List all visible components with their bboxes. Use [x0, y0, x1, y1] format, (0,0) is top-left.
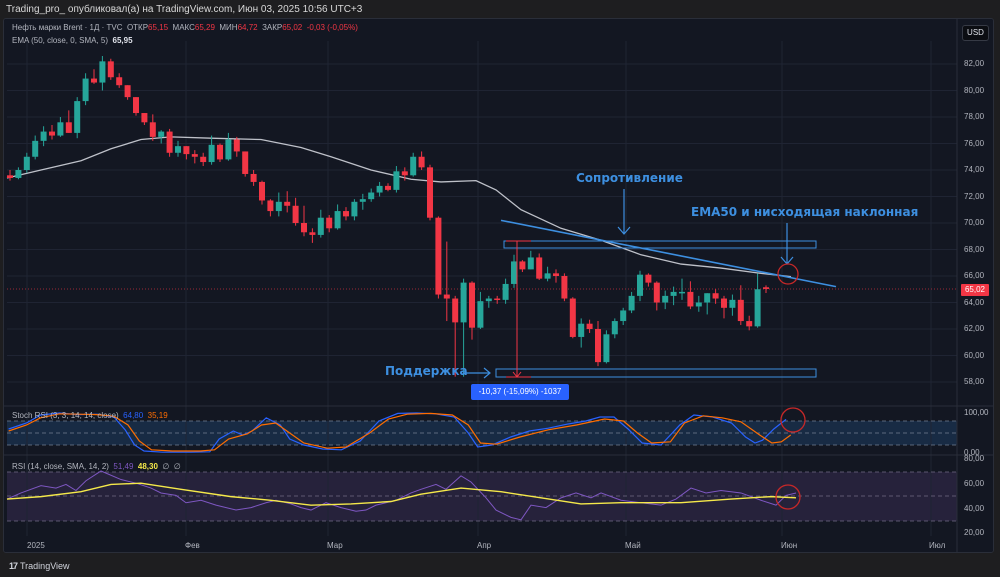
open-value: 65,15	[148, 23, 169, 32]
close-value: 65,02	[282, 23, 303, 32]
high-value: 65,29	[194, 23, 215, 32]
rsi-value: 51,49	[113, 462, 134, 471]
tradingview-footer: 17 TradingView	[9, 561, 70, 571]
price-tick: 68,00	[964, 245, 985, 254]
low-value: 64,72	[237, 23, 258, 32]
time-tick: Мар	[327, 541, 343, 550]
stoch-k-value: 64,80	[123, 411, 144, 420]
price-tick: 66,00	[964, 271, 985, 280]
symbol-name: Нефть марки Brent · 1Д · TVC	[12, 23, 123, 32]
price-tick: 82,00	[964, 59, 985, 68]
symbol-legend: Нефть марки Brent · 1Д · TVC ОТКР65,15 М…	[12, 23, 358, 32]
footer-brand: TradingView	[20, 561, 70, 571]
price-tick: 62,00	[964, 324, 985, 333]
currency-button[interactable]: USD	[962, 25, 989, 41]
time-tick: 2025	[27, 541, 45, 550]
ema-value: 65,95	[112, 36, 133, 45]
tradingview-logo-icon: 17	[9, 561, 18, 571]
time-tick: Июн	[781, 541, 798, 550]
rsi-ma-value: 48,30	[137, 462, 158, 471]
price-tick: 74,00	[964, 165, 985, 174]
price-tick: 80,00	[964, 86, 985, 95]
price-range-measure[interactable]: -10,37 (-15,09%) -1037	[471, 384, 569, 400]
price-tick: 58,00	[964, 377, 985, 386]
ema-trend-label[interactable]: EMA50 и нисходящая наклонная	[691, 205, 919, 219]
time-tick: Май	[625, 541, 641, 550]
price-tick: 60,00	[964, 351, 985, 360]
current-price-tag: 65,02	[961, 284, 989, 296]
price-tick: 72,00	[964, 192, 985, 201]
rsi-legend[interactable]: RSI (14, close, SMA, 14, 2) 51,49 48,30 …	[12, 462, 181, 471]
price-tick: 78,00	[964, 112, 985, 121]
change-value: -0,03 (-0,05%)	[306, 23, 358, 32]
stoch-legend[interactable]: Stoch RSI (3, 3, 14, 14, close) 64,80 35…	[12, 411, 168, 420]
stoch-d-value: 35,19	[147, 411, 168, 420]
chart-frame[interactable]: Нефть марки Brent · 1Д · TVC ОТКР65,15 М…	[3, 18, 994, 553]
publish-info: Trading_pro_ опубликовал(а) на TradingVi…	[6, 4, 363, 15]
price-tick: 70,00	[964, 218, 985, 227]
ema-legend[interactable]: EMA (50, close, 0, SMA, 5) 65,95	[12, 36, 133, 45]
support-label[interactable]: Поддержка	[385, 364, 468, 378]
time-tick: Июл	[929, 541, 946, 550]
time-tick: Фев	[185, 541, 200, 550]
price-tick: 64,00	[964, 298, 985, 307]
price-tick: 76,00	[964, 139, 985, 148]
price-chart-canvas[interactable]	[4, 19, 994, 553]
resistance-label[interactable]: Сопротивление	[576, 171, 683, 185]
time-tick: Апр	[477, 541, 492, 550]
